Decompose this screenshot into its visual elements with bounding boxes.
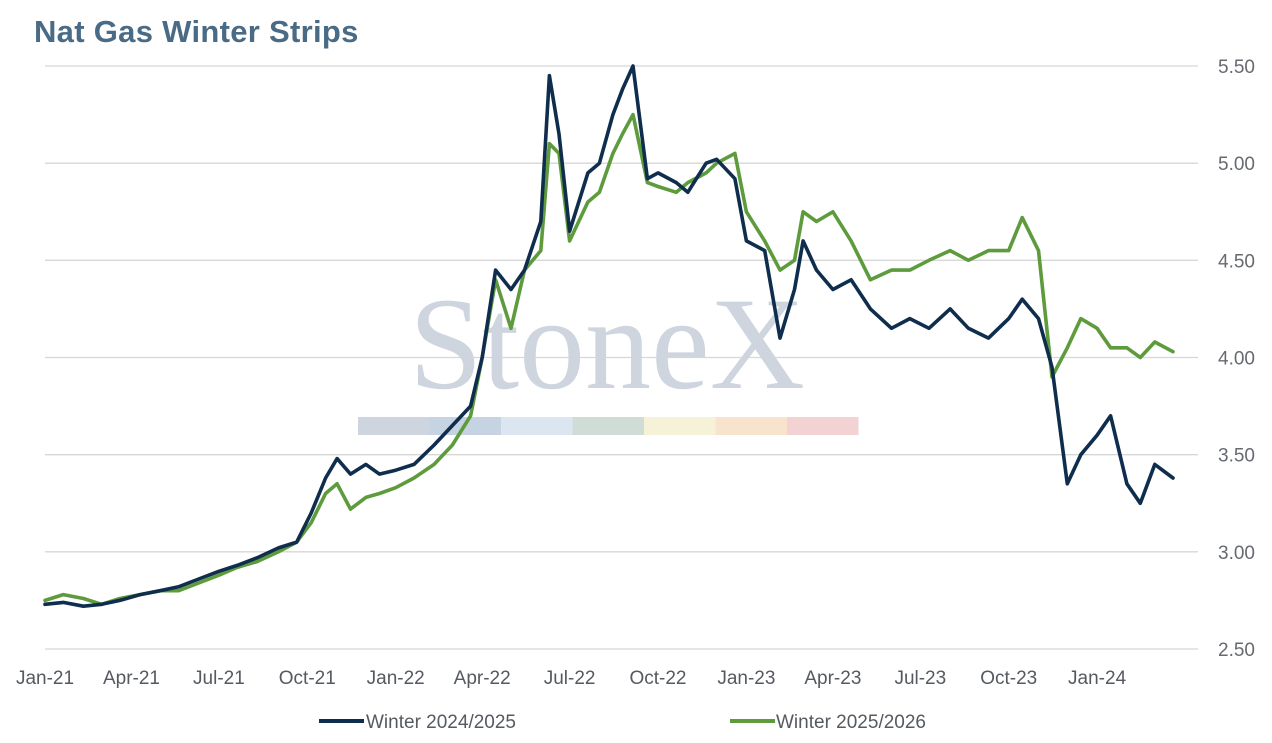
x-tick-label: Oct-22 <box>629 668 686 689</box>
y-tick-label: 3.50 <box>1218 446 1255 467</box>
x-tick-label: Jan-22 <box>367 668 425 689</box>
watermark-bar-segment <box>644 417 716 435</box>
series-line-winter-2025-2026 <box>43 112 1175 607</box>
x-tick-label: Apr-22 <box>454 668 511 689</box>
legend-label-winter-2024-2025: Winter 2024/2025 <box>366 712 516 733</box>
y-tick-label: 2.50 <box>1218 640 1255 661</box>
x-tick-label: Jul-21 <box>193 668 245 689</box>
y-tick-label: 4.50 <box>1218 251 1255 272</box>
watermark-bar-segment <box>358 417 430 435</box>
x-tick-label: Jan-21 <box>16 668 74 689</box>
series-lines <box>43 64 1175 609</box>
watermark-bar-segment <box>715 417 787 435</box>
x-tick-label: Jan-24 <box>1068 668 1127 689</box>
legend: Winter 2024/2025 Winter 2025/2026 <box>319 712 926 733</box>
y-tick-label: 5.50 <box>1218 57 1255 78</box>
watermark-bar-segment <box>787 417 859 435</box>
watermark-bar-segment <box>501 417 573 435</box>
x-axis-ticks: Jan-21 Apr-21 Jul-21 Oct-21 Jan-22 Apr-22 Jul-… <box>16 668 1127 689</box>
watermark-logo-text: StoneX <box>409 270 805 417</box>
x-tick-label: Jan-23 <box>717 668 775 689</box>
y-tick-label: 3.00 <box>1218 543 1255 564</box>
legend-label-winter-2025-2026: Winter 2025/2026 <box>776 712 926 733</box>
chart-title: Nat Gas Winter Strips <box>34 14 359 49</box>
gridlines <box>45 65 1198 650</box>
x-tick-label: Jul-23 <box>894 668 946 689</box>
x-tick-label: Oct-21 <box>279 668 336 689</box>
watermark-bar-segment <box>572 417 644 435</box>
stonex-watermark: StoneX <box>358 270 859 435</box>
x-tick-label: Oct-23 <box>980 668 1037 689</box>
x-tick-label: Jul-22 <box>544 668 596 689</box>
x-tick-label: Apr-23 <box>804 668 861 689</box>
y-tick-label: 4.00 <box>1218 349 1255 370</box>
x-tick-label: Apr-21 <box>103 668 160 689</box>
y-axis-ticks: 5.50 5.00 4.50 4.00 3.50 3.00 2.50 <box>1218 57 1255 661</box>
series-line-winter-2024-2025 <box>43 64 1175 609</box>
watermark-color-bar <box>358 417 859 435</box>
y-tick-label: 5.00 <box>1218 154 1255 175</box>
